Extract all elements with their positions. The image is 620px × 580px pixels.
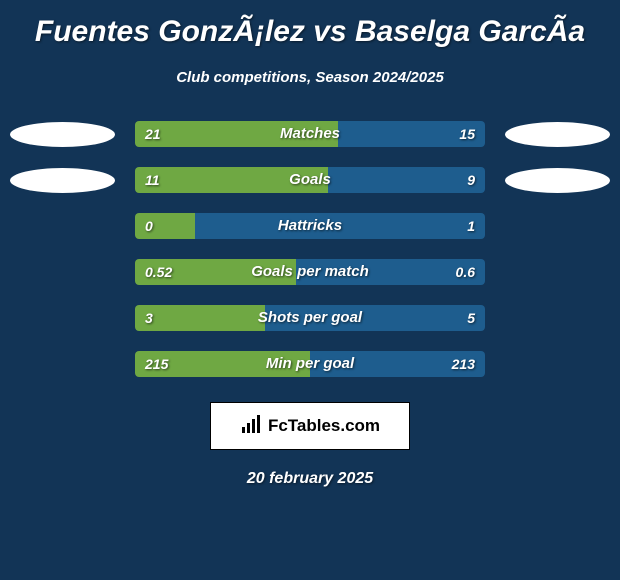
spacer: [10, 352, 115, 377]
brand-badge: FcTables.com: [210, 402, 410, 450]
stat-bar: 01Hattricks: [135, 213, 485, 239]
stat-bar: 215213Min per goal: [135, 351, 485, 377]
footer-date: 20 february 2025: [0, 470, 620, 488]
spacer: [505, 352, 610, 377]
spacer: [10, 260, 115, 285]
brand-text: FcTables.com: [268, 416, 380, 436]
page-title: Fuentes GonzÃ¡lez vs Baselga GarcÃ­a: [0, 15, 620, 49]
stat-label: Matches: [135, 121, 485, 147]
player-right-marker: [505, 122, 610, 147]
spacer: [10, 214, 115, 239]
player-left-marker: [10, 168, 115, 193]
stat-label: Goals per match: [135, 259, 485, 285]
chart-icon: [240, 413, 262, 440]
stat-row: 01Hattricks: [0, 213, 620, 239]
player-right-marker: [505, 168, 610, 193]
spacer: [505, 214, 610, 239]
stat-label: Hattricks: [135, 213, 485, 239]
stat-bar: 35Shots per goal: [135, 305, 485, 331]
stat-label: Min per goal: [135, 351, 485, 377]
spacer: [505, 306, 610, 331]
stat-row: 35Shots per goal: [0, 305, 620, 331]
stat-row: 0.520.6Goals per match: [0, 259, 620, 285]
stat-row: 215213Min per goal: [0, 351, 620, 377]
stat-row: 119Goals: [0, 167, 620, 193]
stat-bar: 0.520.6Goals per match: [135, 259, 485, 285]
player-left-marker: [10, 122, 115, 147]
spacer: [505, 260, 610, 285]
subtitle: Club competitions, Season 2024/2025: [0, 69, 620, 86]
comparison-infographic: Fuentes GonzÃ¡lez vs Baselga GarcÃ­a Clu…: [0, 0, 620, 580]
stat-bar: 2115Matches: [135, 121, 485, 147]
stat-row: 2115Matches: [0, 121, 620, 147]
stat-bar: 119Goals: [135, 167, 485, 193]
stat-label: Shots per goal: [135, 305, 485, 331]
spacer: [10, 306, 115, 331]
stats-area: 2115Matches 119Goals 01Hattricks 0.520.6Goa…: [0, 121, 620, 377]
stat-label: Goals: [135, 167, 485, 193]
